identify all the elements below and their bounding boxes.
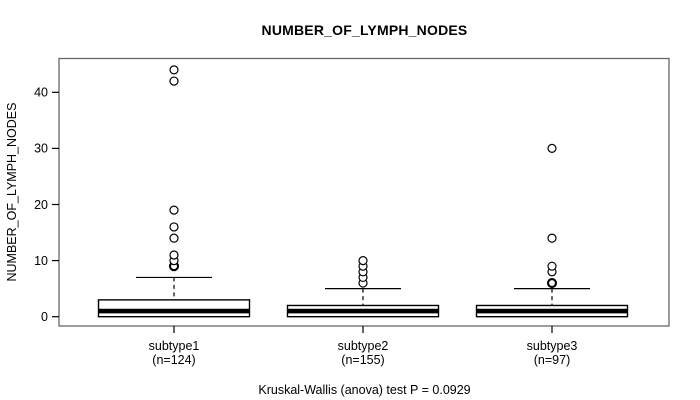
outlier-point	[169, 250, 179, 260]
iqr-box	[97, 299, 251, 318]
y-tick-label: 20	[34, 198, 48, 212]
outlier-point	[169, 76, 179, 86]
y-tick-label: 10	[34, 254, 48, 268]
y-tick-label: 30	[34, 142, 48, 156]
outlier-point	[169, 205, 179, 215]
y-tick-label: 40	[34, 86, 48, 100]
outlier-point	[546, 277, 558, 289]
x-axis-group-label: subtype1	[149, 339, 200, 353]
outlier-point	[169, 65, 179, 75]
y-tick-label: 0	[41, 310, 48, 324]
group-n-label: (n=124)	[152, 353, 195, 367]
stat-test-footnote: Kruskal-Wallis (anova) test P = 0.0929	[258, 383, 471, 397]
group-n-label: (n=155)	[341, 353, 384, 367]
outlier-point	[547, 143, 557, 153]
outlier-point	[547, 233, 557, 243]
outlier-point	[169, 222, 179, 232]
x-axis-group-label: subtype3	[527, 339, 578, 353]
group-n-label: (n=97)	[534, 353, 570, 367]
x-axis-group-label: subtype2	[338, 339, 389, 353]
outlier-point	[358, 256, 368, 266]
plot-frame	[58, 57, 670, 327]
chart-title: NUMBER_OF_LYMPH_NODES	[261, 22, 468, 38]
outlier-point	[169, 233, 179, 243]
outlier-point	[547, 261, 557, 271]
